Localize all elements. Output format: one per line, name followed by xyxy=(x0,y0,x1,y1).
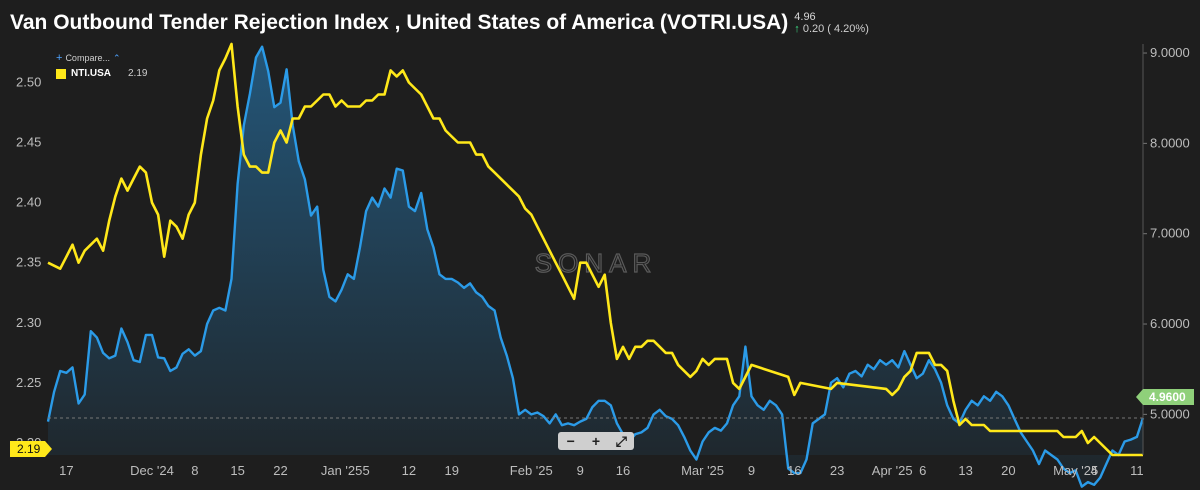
x-tick-label: 9 xyxy=(577,463,584,478)
right-current-badge: 4.9600 xyxy=(1136,389,1194,405)
chevron-up-icon: ⌃ xyxy=(112,52,121,63)
x-tick-label: 17 xyxy=(59,463,73,478)
left-current-badge-text: 2.19 xyxy=(17,442,41,456)
compare-button[interactable]: + Compare... ⌃ xyxy=(56,52,147,64)
right-tick-label: 9.0000 xyxy=(1150,45,1190,60)
x-tick-label: 15 xyxy=(230,463,244,478)
x-tick-label: 19 xyxy=(445,463,459,478)
x-tick-label: 23 xyxy=(830,463,844,478)
legend-swatch xyxy=(56,68,66,79)
legend-item-nti[interactable]: NTI.USA 2.19 xyxy=(56,68,147,79)
x-tick-label: 22 xyxy=(273,463,287,478)
chart-header: Van Outbound Tender Rejection Index , Un… xyxy=(10,8,869,38)
right-tick-label: 7.0000 xyxy=(1150,226,1190,241)
x-tick-label: 11 xyxy=(1130,463,1144,478)
x-tick-label: Mar '25 xyxy=(681,463,724,478)
series-line-nti-usa xyxy=(47,42,1143,457)
right-tick-label: 8.0000 xyxy=(1150,135,1190,150)
x-tick-label: 8 xyxy=(191,463,198,478)
up-arrow-icon: ↑ xyxy=(794,23,800,35)
left-tick-label: 2.45 xyxy=(16,135,41,150)
right-tick-label: 5.0000 xyxy=(1150,406,1190,421)
left-axis: 2.202.252.302.352.402.452.50 xyxy=(16,74,41,450)
x-tick-label: 16 xyxy=(787,463,801,478)
zoom-out-button[interactable]: − xyxy=(566,433,575,449)
last-value: 4.96 xyxy=(794,11,816,23)
compare-label: Compare... xyxy=(65,53,110,63)
series-lines xyxy=(46,42,1145,488)
right-axis: 5.0000 6.0000 7.0000 8.0000 9.0000 xyxy=(1143,45,1190,421)
chart-title: Van Outbound Tender Rejection Index , Un… xyxy=(10,11,789,34)
x-tick-label: 16 xyxy=(616,463,630,478)
change-value: ↑ 0.20 ( 4.20%) xyxy=(794,23,869,35)
x-axis: 17 Dec '24 8 15 22 Jan '25 5 12 19 Feb '25 9 16 Mar … xyxy=(59,463,1144,478)
left-tick-label: 2.35 xyxy=(16,255,41,270)
left-tick-label: 2.40 xyxy=(16,195,41,210)
right-tick-label: 6.0000 xyxy=(1150,316,1190,331)
reset-zoom-button[interactable]: ⤢ xyxy=(615,433,627,449)
x-tick-label: Apr '25 xyxy=(872,463,913,478)
x-tick-label: 20 xyxy=(1001,463,1015,478)
legend-series-name: NTI.USA xyxy=(71,68,111,79)
votri-area xyxy=(48,46,1143,487)
x-tick-label: May '25 xyxy=(1053,463,1098,478)
x-tick-label: 6 xyxy=(919,463,926,478)
x-tick-label: Dec '24 xyxy=(130,463,174,478)
zoom-controls: − + ⤢ xyxy=(558,432,634,450)
x-tick-label: 13 xyxy=(958,463,972,478)
sonar-watermark: SONAR xyxy=(535,248,657,278)
left-current-badge: 2.19 xyxy=(10,441,52,457)
left-tick-label: 2.25 xyxy=(16,375,41,390)
legend: + Compare... ⌃ NTI.USA 2.19 xyxy=(56,52,147,79)
series-area-votri-usa xyxy=(48,46,1143,487)
x-tick-label: 4 xyxy=(1090,463,1097,478)
legend-series-value: 2.19 xyxy=(128,68,148,79)
series-line-votri-usa xyxy=(46,45,1145,488)
plus-icon: + xyxy=(56,52,63,64)
change-text: 0.20 ( 4.20%) xyxy=(802,23,869,35)
zoom-in-button[interactable]: + xyxy=(591,433,601,449)
x-tick-label: 12 xyxy=(402,463,416,478)
x-tick-label: 5 xyxy=(362,463,369,478)
quote-block: 4.96 ↑ 0.20 ( 4.20%) xyxy=(794,8,869,35)
x-tick-label: 9 xyxy=(748,463,755,478)
right-current-badge-text: 4.9600 xyxy=(1149,390,1186,404)
x-tick-label: Feb '25 xyxy=(510,463,553,478)
left-tick-label: 2.30 xyxy=(16,315,41,330)
left-tick-label: 2.50 xyxy=(16,74,41,89)
x-tick-label: Jan '25 xyxy=(321,463,363,478)
